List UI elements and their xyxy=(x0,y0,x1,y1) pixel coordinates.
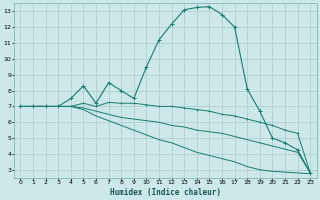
X-axis label: Humidex (Indice chaleur): Humidex (Indice chaleur) xyxy=(110,188,221,197)
